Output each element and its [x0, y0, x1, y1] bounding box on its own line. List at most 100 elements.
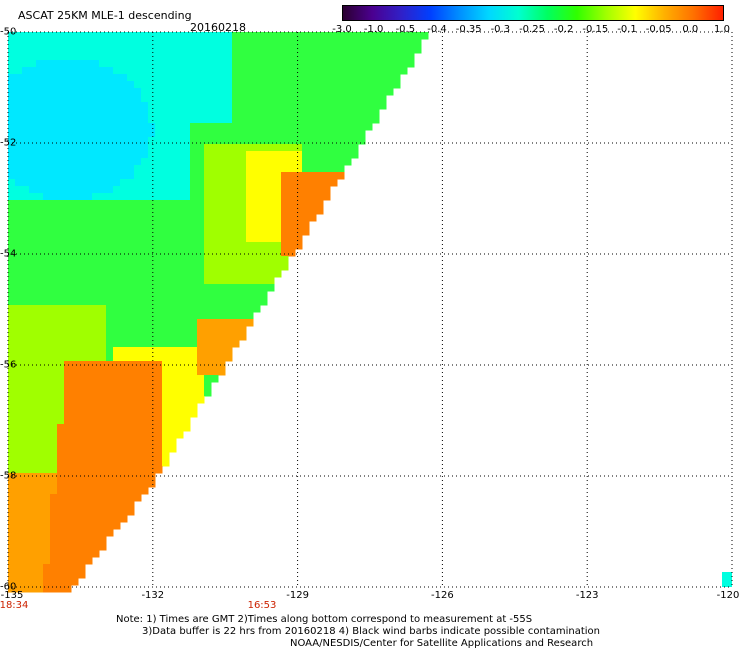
swath-cell [50, 403, 58, 411]
swath-cell [176, 109, 184, 117]
swath-cell [92, 242, 100, 250]
swath-cell [50, 312, 58, 320]
swath-cell [50, 557, 58, 565]
swath-cell [85, 179, 93, 187]
swath-cell [281, 214, 289, 222]
swath-cell [274, 32, 282, 40]
swath-cell [302, 165, 310, 173]
swath-cell [239, 249, 247, 257]
swath-cell [113, 228, 121, 236]
swath-cell [337, 165, 345, 173]
swath-cell [141, 53, 149, 61]
swath-cell [106, 109, 114, 117]
swath-cell [225, 95, 233, 103]
swath-cell [36, 123, 44, 131]
swath-cell [316, 186, 324, 194]
swath-cell [295, 158, 303, 166]
swath-cell [176, 88, 184, 96]
swath-cell [316, 137, 324, 145]
swath-cell [281, 242, 289, 250]
swath-cell [246, 151, 254, 159]
swath-cell [85, 74, 93, 82]
swath-cell [57, 256, 65, 264]
swath-cell [127, 445, 135, 453]
swath-cell [239, 200, 247, 208]
swath-cell [260, 298, 268, 306]
swath-cell [260, 67, 268, 75]
swath-cell [232, 151, 240, 159]
swath-cell [120, 375, 128, 383]
swath-cell [106, 382, 114, 390]
swath-cell [127, 242, 135, 250]
swath-cell [204, 256, 212, 264]
swath-cell [358, 109, 366, 117]
swath-cell [176, 291, 184, 299]
swath-cell [337, 95, 345, 103]
swath-cell [15, 263, 23, 271]
swath-cell [85, 494, 93, 502]
swath-cell [155, 459, 163, 467]
swath-cell [211, 123, 219, 131]
swath-cell [260, 39, 268, 47]
swath-cell [169, 340, 177, 348]
swath-cell [239, 263, 247, 271]
swath-cell [218, 347, 226, 355]
swath-cell [71, 67, 79, 75]
swath-cell [225, 116, 233, 124]
swath-cell [232, 256, 240, 264]
swath-cell [57, 459, 65, 467]
swath-cell [183, 424, 191, 432]
swath-cell [8, 312, 16, 320]
swath-cell [204, 193, 212, 201]
swath-cell [22, 515, 30, 523]
swath-cell [246, 123, 254, 131]
swath-cell [169, 249, 177, 257]
swath-cell [176, 200, 184, 208]
swath-cell [36, 81, 44, 89]
swath-cell [78, 501, 86, 509]
swath-cell [22, 151, 30, 159]
swath-cell [106, 361, 114, 369]
swath-cell [8, 228, 16, 236]
swath-cell [120, 284, 128, 292]
swath-cell [43, 445, 51, 453]
swath-cell [183, 74, 191, 82]
swath-cell [78, 270, 86, 278]
swath-cell [78, 102, 86, 110]
swath-cell [29, 536, 37, 544]
swath-cell [29, 529, 37, 537]
swath-cell [246, 165, 254, 173]
swath-cell [155, 137, 163, 145]
swath-cell [141, 186, 149, 194]
swath-cell [232, 270, 240, 278]
swath-cell [36, 298, 44, 306]
swath-cell [71, 53, 79, 61]
swath-cell [36, 228, 44, 236]
swath-cell [99, 151, 107, 159]
swath-cell [99, 228, 107, 236]
swath-cell [106, 74, 114, 82]
swath-cell [8, 445, 16, 453]
swath-cell [120, 319, 128, 327]
swath-cell [295, 88, 303, 96]
swath-cell [183, 326, 191, 334]
swath-cell [141, 333, 149, 341]
swath-cell [225, 284, 233, 292]
swath-cell [302, 95, 310, 103]
swath-cell [330, 158, 338, 166]
swath-cell [29, 445, 37, 453]
swath-cell [295, 144, 303, 152]
swath-cell [106, 39, 114, 47]
swath-cell [113, 109, 121, 117]
swath-cell [344, 39, 352, 47]
swath-cell [64, 109, 72, 117]
swath-cell [316, 151, 324, 159]
swath-cell [22, 284, 30, 292]
swath-cell [148, 368, 156, 376]
swath-cell [190, 403, 198, 411]
swath-cell [50, 522, 58, 530]
swath-cell [288, 46, 296, 54]
swath-cell [29, 214, 37, 222]
swath-cell [197, 46, 205, 54]
swath-cell [36, 480, 44, 488]
